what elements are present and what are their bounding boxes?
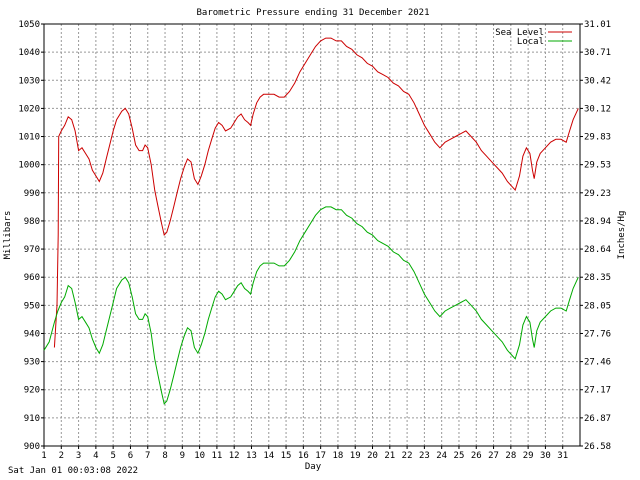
x-axis-label: Day (305, 462, 322, 472)
x-tick-label: 22 (402, 451, 413, 461)
x-axis: 1 2 3 4 5 6 7 8 9 10 11 12 13 14 15 16 17 18 19 20 21 22 23 24 2… (41, 446, 568, 461)
y-tick-label-right: 28.05 (584, 301, 611, 311)
y-tick-label-right: 27.17 (584, 386, 611, 396)
y-tick-label-right: 30.12 (584, 104, 611, 114)
x-tick-label: 14 (263, 451, 274, 461)
x-tick-label: 17 (315, 451, 326, 461)
x-tick-label: 23 (419, 451, 430, 461)
y-tick-label-right: 28.35 (584, 273, 611, 283)
x-tick-label: 19 (350, 451, 361, 461)
x-tick-label: 27 (488, 451, 499, 461)
x-tick-label: 4 (93, 451, 98, 461)
x-tick-label: 12 (229, 451, 240, 461)
x-tick-label: 20 (367, 451, 378, 461)
x-tick-label: 6 (128, 451, 133, 461)
y-tick-label-left: 1040 (18, 48, 40, 58)
y-tick-label-left: 1010 (18, 133, 40, 143)
y-tick-label-right: 29.23 (584, 189, 611, 199)
x-tick-label: 7 (145, 451, 150, 461)
x-tick-label: 26 (471, 451, 482, 461)
y-tick-label-right: 26.58 (584, 442, 611, 452)
chart-title: Barometric Pressure ending 31 December 2… (197, 8, 430, 18)
y-tick-label-right: 28.64 (584, 245, 611, 255)
x-tick-label: 28 (505, 451, 516, 461)
x-tick-label: 16 (298, 451, 309, 461)
y-tick-label-left: 920 (24, 386, 40, 396)
x-tick-label: 18 (333, 451, 344, 461)
y-axis-left: 900 910 920 930 940 950 960 970 980 990 1000 1010 10… (18, 20, 44, 452)
x-tick-label: 2 (59, 451, 64, 461)
x-tick-label: 3 (76, 451, 81, 461)
x-tick-label: 25 (454, 451, 465, 461)
x-tick-label: 29 (523, 451, 534, 461)
x-tick-label: 10 (194, 451, 205, 461)
y-tick-label-left: 1030 (18, 76, 40, 86)
x-tick-label: 24 (436, 451, 447, 461)
x-tick-label: 8 (162, 451, 167, 461)
y-tick-label-right: 29.83 (584, 133, 611, 143)
x-tick-label: 30 (540, 451, 551, 461)
y-tick-label-right: 26.87 (584, 414, 611, 424)
y-tick-label-left: 1050 (18, 20, 40, 30)
y-tick-label-left: 1000 (18, 161, 40, 171)
y-tick-label-left: 970 (24, 245, 40, 255)
x-tick-label: 13 (246, 451, 257, 461)
legend: Sea Level Local (495, 28, 572, 47)
y-tick-label-right: 29.53 (584, 161, 611, 171)
grid-lines (44, 24, 580, 446)
y-tick-label-left: 990 (24, 189, 40, 199)
x-tick-label: 15 (281, 451, 292, 461)
plot-frame (43, 23, 581, 447)
legend-label-sea-level: Sea Level (495, 28, 544, 38)
x-tick-label: 5 (110, 451, 115, 461)
series-line-sea-level (53, 37, 579, 348)
generated-timestamp: Sat Jan 01 00:03:08 2022 (8, 466, 139, 476)
y-tick-label-right: 30.42 (584, 76, 611, 86)
y-tick-label-left: 900 (24, 442, 40, 452)
y-tick-label-left: 950 (24, 301, 40, 311)
series-lines (43, 37, 579, 405)
y-tick-label-left: 940 (24, 329, 40, 339)
legend-label-local: Local (517, 37, 544, 47)
y-axis-label-left: Millibars (3, 211, 13, 260)
y-tick-label-right: 28.94 (584, 217, 611, 227)
y-tick-label-right: 30.71 (584, 48, 611, 58)
x-tick-label: 1 (41, 451, 46, 461)
y-tick-label-left: 960 (24, 273, 40, 283)
y-tick-label-left: 980 (24, 217, 40, 227)
y-tick-label-right: 27.46 (584, 358, 611, 368)
x-tick-label: 21 (384, 451, 395, 461)
x-tick-label: 31 (557, 451, 568, 461)
y-tick-label-right: 31.01 (584, 20, 611, 30)
y-tick-label-right: 27.76 (584, 329, 611, 339)
series-line-local (43, 206, 579, 405)
y-tick-label-left: 1020 (18, 104, 40, 114)
x-tick-label: 9 (180, 451, 185, 461)
y-axis-right: 26.58 26.87 27.17 27.46 27.76 28.05 28.35 28.64… (580, 20, 611, 452)
x-tick-label: 11 (211, 451, 222, 461)
y-tick-label-left: 910 (24, 414, 40, 424)
y-axis-label-right: Inches/Hg (617, 211, 627, 260)
y-tick-label-left: 930 (24, 358, 40, 368)
